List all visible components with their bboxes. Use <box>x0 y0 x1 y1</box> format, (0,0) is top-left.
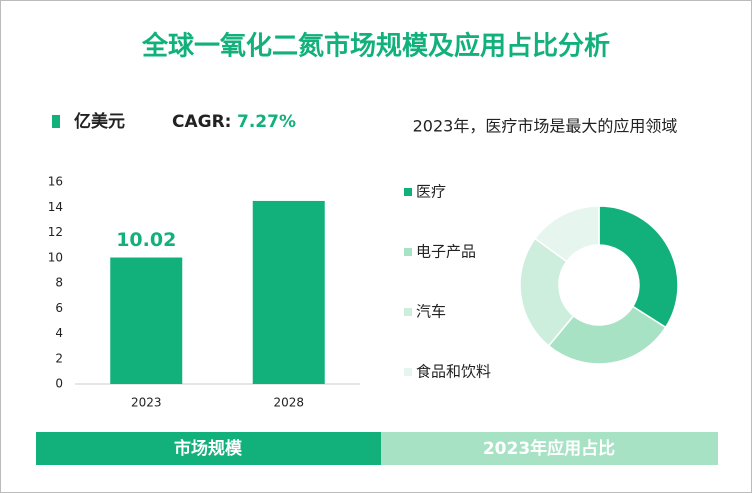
y-tick-label: 16 <box>48 175 63 189</box>
legend-swatch <box>404 368 412 376</box>
legend-label: 医疗 <box>416 183 446 201</box>
y-tick-label: 10 <box>48 250 63 264</box>
legend-label: 亿美元 <box>74 111 125 132</box>
footer-right <box>381 432 718 465</box>
data-label: 10.02 <box>116 229 176 251</box>
donut-segment <box>598 205 679 329</box>
legend-label: 汽车 <box>416 303 446 321</box>
donut-segment <box>519 237 575 347</box>
footer-left <box>36 432 381 465</box>
cagr-value: 7.27% <box>237 112 296 132</box>
legend-swatch <box>404 188 412 196</box>
y-tick-label: 0 <box>55 377 63 391</box>
legend-swatch <box>404 308 412 316</box>
y-tick-label: 4 <box>55 326 63 340</box>
bar <box>252 200 325 384</box>
bar <box>110 257 183 384</box>
donut-segment <box>547 305 667 365</box>
legend-swatch <box>52 115 60 128</box>
x-tick-label: 2023 <box>131 396 162 410</box>
y-tick-label: 6 <box>55 301 63 315</box>
legend-label: 电子产品 <box>416 243 476 261</box>
footer-label: 2023年应用占比 <box>483 438 615 459</box>
y-tick-label: 2 <box>55 351 63 365</box>
y-tick-label: 14 <box>48 200 63 214</box>
title: 全球一氧化二氮市场规模及应用占比分析 <box>141 31 610 62</box>
donut-segment <box>534 205 600 263</box>
legend-label: 食品和饮料 <box>416 363 491 381</box>
x-tick-label: 2028 <box>273 396 304 410</box>
y-tick-label: 12 <box>48 225 63 239</box>
footer-label: 市场规模 <box>174 438 243 459</box>
y-tick-label: 8 <box>55 276 63 290</box>
cagr-label: CAGR: <box>172 112 231 132</box>
pie-title: 2023年，医疗市场是最大的应用领域 <box>413 117 678 136</box>
legend-swatch <box>404 248 412 256</box>
